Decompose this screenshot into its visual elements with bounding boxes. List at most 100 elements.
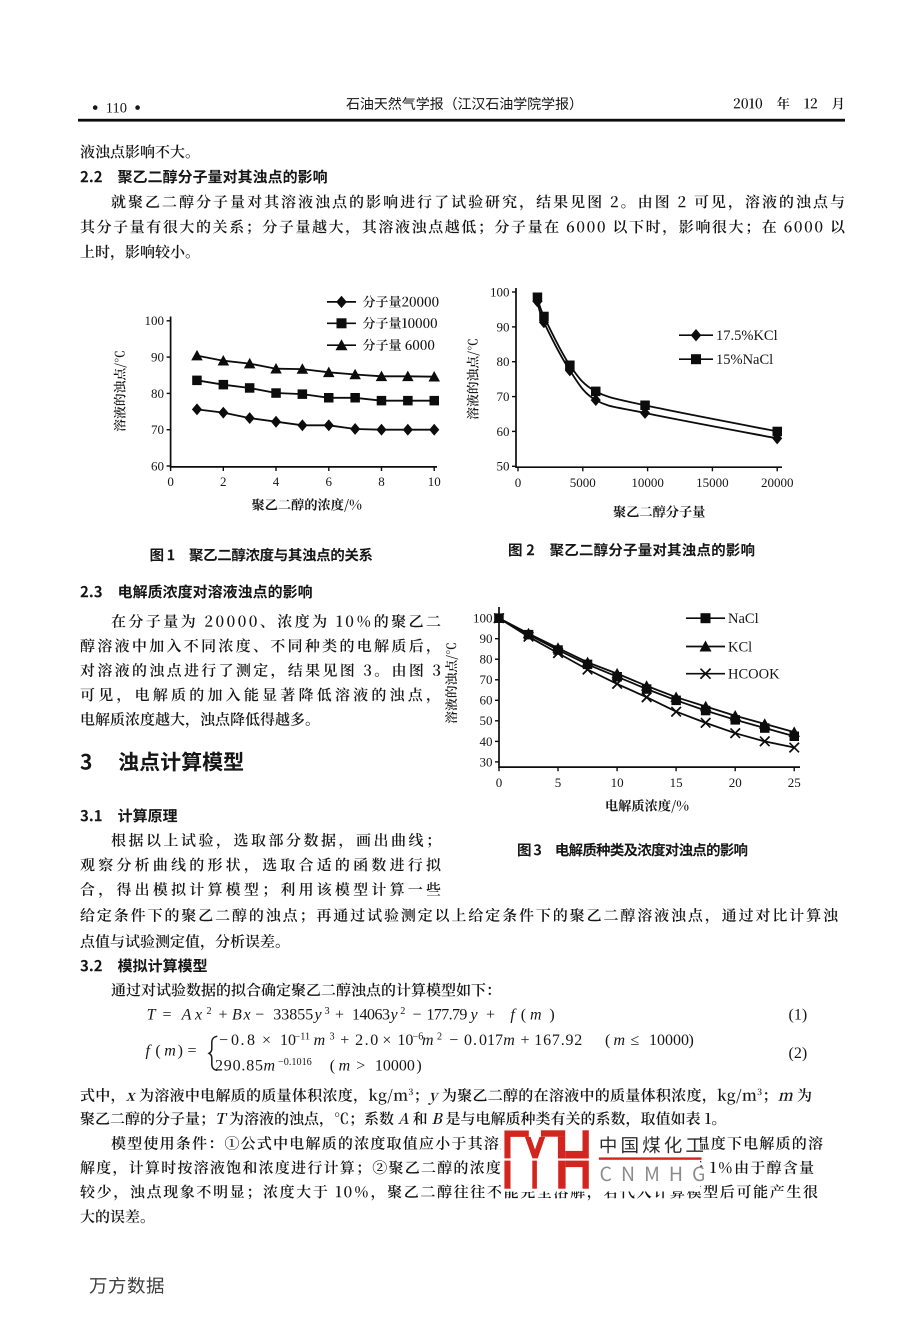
svg-text:(: (	[605, 1032, 610, 1049]
svg-text:10: 10	[611, 775, 624, 790]
svg-text:6: 6	[326, 474, 333, 489]
svg-text:+: +	[486, 1007, 495, 1024]
svg-text:100: 100	[490, 284, 510, 299]
svg-text:100: 100	[473, 611, 493, 626]
svg-text:2: 2	[207, 1006, 212, 1017]
svg-text:20: 20	[729, 775, 742, 790]
svg-text:+: +	[335, 1007, 344, 1024]
svg-text:20000: 20000	[761, 475, 794, 490]
svg-text:f: f	[510, 1007, 517, 1024]
svg-text:100: 100	[145, 313, 165, 328]
svg-text:m: m	[530, 1007, 542, 1024]
svg-text:90: 90	[480, 631, 493, 646]
svg-text:70: 70	[480, 672, 493, 687]
svg-text:90: 90	[151, 350, 164, 365]
svg-text:2: 2	[400, 1006, 405, 1017]
svg-text:NaCl: NaCl	[728, 611, 759, 627]
svg-text:15%NaCl: 15%NaCl	[716, 352, 773, 368]
svg-text:5000: 5000	[570, 475, 596, 490]
svg-text:50: 50	[480, 713, 493, 728]
svg-text:0: 0	[167, 474, 174, 489]
svg-text:m: m	[614, 1032, 626, 1049]
svg-text:0: 0	[370, 1032, 378, 1049]
svg-text:5: 5	[555, 775, 562, 790]
svg-text:−11: −11	[295, 1031, 311, 1042]
svg-text:10000: 10000	[631, 475, 664, 490]
svg-text:(: (	[521, 1007, 526, 1024]
svg-text:70: 70	[497, 389, 510, 404]
svg-text:>: >	[356, 1058, 365, 1075]
svg-text:B: B	[232, 1007, 242, 1024]
svg-text:017: 017	[479, 1032, 503, 1049]
svg-text:10000: 10000	[375, 1058, 415, 1075]
svg-text:HCOOK: HCOOK	[728, 667, 780, 683]
svg-text:×: ×	[382, 1032, 391, 1049]
svg-text:110: 110	[106, 101, 127, 117]
svg-text:−: −	[449, 1032, 458, 1049]
svg-text:f: f	[146, 1043, 153, 1060]
svg-text:30: 30	[480, 754, 493, 769]
svg-text:x: x	[243, 1007, 251, 1024]
svg-text:KCl: KCl	[728, 639, 752, 655]
svg-text:2: 2	[437, 1031, 442, 1042]
svg-text:25: 25	[788, 775, 801, 790]
svg-text:290.85: 290.85	[215, 1058, 264, 1075]
svg-text:−0.1016: −0.1016	[278, 1057, 312, 1068]
svg-text:4: 4	[273, 474, 280, 489]
svg-text:+: +	[521, 1032, 530, 1049]
svg-text:(1): (1)	[789, 1007, 808, 1024]
svg-text:): )	[689, 1032, 694, 1049]
svg-text:3: 3	[325, 1006, 330, 1017]
svg-text:50: 50	[497, 459, 510, 474]
svg-text:×: ×	[262, 1032, 271, 1049]
svg-text:y: y	[389, 1007, 399, 1024]
svg-text:=: =	[188, 1043, 197, 1060]
svg-text:): )	[549, 1007, 554, 1024]
svg-text:−: −	[219, 1032, 228, 1049]
svg-text:8: 8	[247, 1032, 255, 1049]
svg-text:+: +	[219, 1007, 228, 1024]
svg-text:+: +	[340, 1032, 349, 1049]
svg-text:0: 0	[515, 475, 522, 490]
svg-text:10: 10	[428, 474, 441, 489]
svg-text:x: x	[194, 1007, 202, 1024]
svg-text:m: m	[264, 1058, 276, 1075]
svg-text:T: T	[147, 1007, 157, 1024]
svg-text:70: 70	[151, 422, 164, 437]
svg-text:m: m	[164, 1043, 176, 1060]
svg-text:A: A	[181, 1007, 192, 1024]
svg-text:8: 8	[378, 474, 385, 489]
svg-text:60: 60	[480, 693, 493, 708]
svg-text:40: 40	[480, 734, 493, 749]
svg-text:17.5%KCl: 17.5%KCl	[716, 328, 778, 344]
svg-text:y: y	[313, 1007, 323, 1024]
svg-text:m: m	[503, 1032, 515, 1049]
svg-text:80: 80	[497, 354, 510, 369]
svg-text:15: 15	[670, 775, 683, 790]
svg-text:33855: 33855	[273, 1007, 313, 1024]
svg-text:m: m	[422, 1032, 434, 1049]
svg-text:14063: 14063	[352, 1007, 390, 1024]
svg-text:≤: ≤	[631, 1032, 640, 1049]
svg-text:0.: 0.	[231, 1032, 246, 1049]
svg-text:−6: −6	[413, 1031, 424, 1042]
svg-text:=: =	[163, 1007, 172, 1024]
svg-text:80: 80	[480, 652, 493, 667]
svg-text:10000: 10000	[649, 1032, 689, 1049]
svg-text:0.: 0.	[464, 1032, 478, 1049]
svg-text:−: −	[412, 1007, 421, 1024]
svg-text:177.79: 177.79	[426, 1007, 467, 1024]
svg-text:−: −	[255, 1007, 264, 1024]
svg-text:0: 0	[496, 775, 503, 790]
svg-text:): )	[178, 1043, 183, 1060]
svg-text:60: 60	[151, 458, 164, 473]
svg-text:90: 90	[497, 319, 510, 334]
svg-text:167.92: 167.92	[534, 1032, 583, 1049]
svg-text:2.: 2.	[355, 1032, 370, 1049]
svg-text:10: 10	[280, 1032, 296, 1049]
svg-text:2: 2	[220, 474, 227, 489]
svg-text:60: 60	[497, 424, 510, 439]
svg-text:15000: 15000	[696, 475, 729, 490]
svg-text:10: 10	[397, 1032, 413, 1049]
svg-text:(2): (2)	[789, 1045, 808, 1062]
